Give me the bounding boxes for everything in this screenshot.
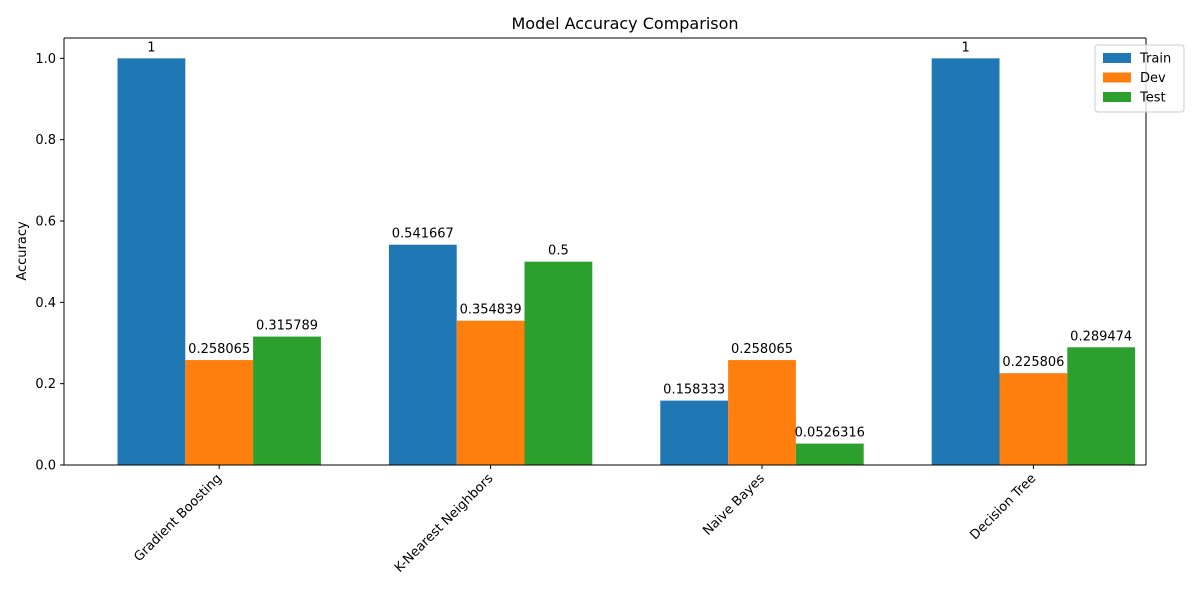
bar (795, 443, 864, 465)
legend-swatch (1103, 92, 1131, 102)
x-tick-label: Decision Tree (967, 471, 1039, 543)
y-tick-label: 0.0 (35, 459, 56, 474)
data-label: 0.258065 (188, 342, 250, 357)
x-tick-label: K-Nearest Neighbors (392, 471, 497, 576)
data-label: 1 (961, 40, 969, 55)
bar (931, 58, 1000, 465)
data-label: 0.354839 (460, 303, 522, 318)
legend-item-label: Dev (1140, 71, 1166, 86)
bar (999, 373, 1068, 465)
bar (660, 400, 729, 465)
y-tick-label: 1.0 (35, 52, 56, 67)
legend-swatch (1103, 53, 1131, 63)
bar (456, 320, 525, 465)
y-tick-label: 0.4 (35, 296, 56, 311)
legend-item-label: Test (1139, 91, 1166, 106)
bar (117, 58, 186, 465)
y-tick-label: 0.8 (35, 133, 56, 148)
data-label: 0.315789 (256, 319, 318, 334)
bar (524, 261, 593, 465)
chart-title: Model Accuracy Comparison (511, 14, 738, 33)
bar (253, 336, 321, 465)
legend-swatch (1103, 72, 1131, 83)
y-axis-label: Accuracy (15, 221, 30, 281)
legend: Train Dev Test (1094, 44, 1185, 113)
x-tick-label: Gradient Boosting (131, 471, 225, 565)
y-tick-label: 0.2 (35, 377, 56, 392)
data-label: 0.541667 (392, 227, 454, 242)
data-label: 1 (147, 40, 155, 55)
data-label: 0.289474 (1070, 329, 1132, 344)
data-label: 0.5 (548, 244, 569, 259)
plot-area: 1 0.541667 0.158333 1 0.258065 0.354839 0.2580… (35, 37, 1185, 576)
data-label: 0.158333 (663, 383, 725, 398)
data-label: 0.0526316 (795, 426, 865, 441)
bar (185, 360, 254, 465)
bar (388, 244, 457, 465)
data-label: 0.225806 (1002, 355, 1064, 370)
x-tick-label: Naive Bayes (700, 471, 768, 539)
data-label: 0.258065 (731, 342, 793, 357)
bar (728, 360, 796, 465)
bar (1067, 347, 1136, 465)
legend-item-label: Train (1139, 52, 1171, 67)
y-tick-label: 0.6 (35, 215, 56, 230)
